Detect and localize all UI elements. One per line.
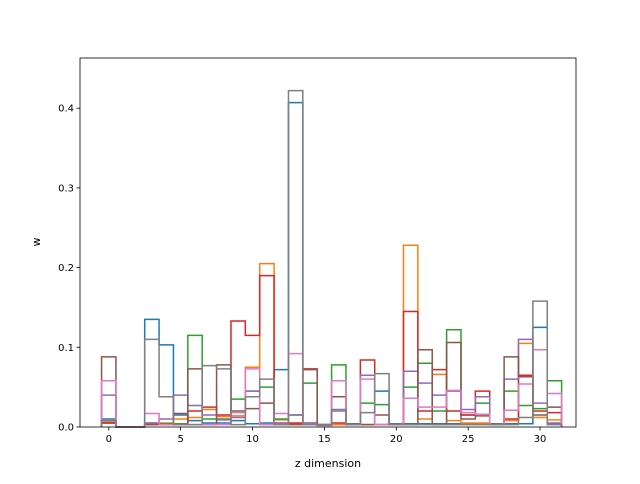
plot-frame (79, 57, 577, 428)
y-axis-label: w (30, 238, 43, 247)
x-tick-label: 15 (318, 434, 331, 445)
series-layer (100, 89, 563, 428)
y-tick-label: 0.0 (58, 423, 74, 434)
x-tick-label: 5 (177, 434, 183, 445)
y-tick-label: 0.2 (58, 263, 74, 274)
x-tick-label: 25 (462, 434, 475, 445)
x-tick-label: 0 (106, 434, 112, 445)
x-axis-ticks: 0 5 10 15 20 25 30 (106, 427, 547, 445)
series-7-step-line (100, 89, 563, 428)
x-tick-label: 20 (390, 434, 403, 445)
y-axis-ticks: 0.0 0.1 0.2 0.3 0.4 (58, 104, 80, 434)
y-tick-label: 0.4 (58, 104, 74, 115)
y-tick-label: 0.3 (58, 183, 74, 194)
x-tick-label: 10 (246, 434, 259, 445)
x-tick-label: 30 (534, 434, 547, 445)
x-axis-label: z dimension (295, 457, 361, 470)
y-tick-label: 0.1 (58, 343, 74, 354)
